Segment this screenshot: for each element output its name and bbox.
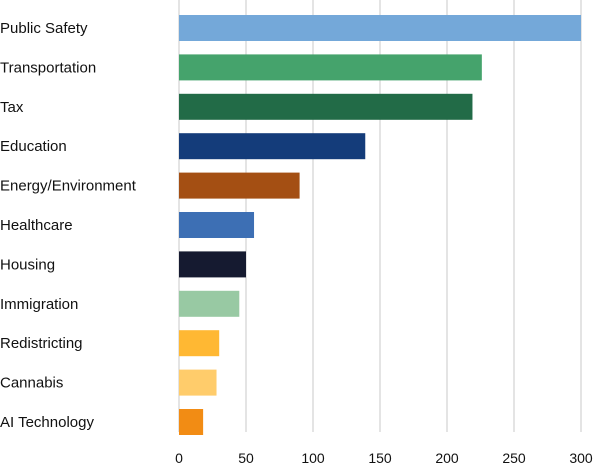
bar	[179, 172, 300, 199]
category-label: AI Technology	[0, 414, 94, 431]
bar	[179, 93, 473, 120]
category-label: Redistricting	[0, 335, 83, 352]
category-label: Energy/Environment	[0, 178, 137, 195]
bar	[179, 212, 255, 238]
category-label: Cannabis	[0, 375, 63, 392]
x-tick-label: 0	[175, 450, 183, 466]
x-tick-label: 300	[569, 450, 593, 466]
bar	[179, 409, 204, 435]
x-tick-label: 200	[435, 450, 459, 466]
x-tick-label: 100	[301, 450, 325, 466]
bar	[179, 54, 482, 81]
category-label: Education	[0, 138, 67, 155]
bar	[179, 133, 366, 160]
category-label: Transportation	[0, 59, 96, 76]
bar	[179, 15, 581, 41]
x-tick-label: 50	[238, 450, 254, 466]
x-tick-label: 150	[368, 450, 392, 466]
bar	[179, 290, 240, 317]
category-label: Tax	[0, 99, 24, 116]
category-label: Public Safety	[0, 20, 88, 37]
category-label: Housing	[0, 256, 55, 273]
x-tick-label: 250	[502, 450, 526, 466]
category-label: Immigration	[0, 296, 78, 313]
category-label: Healthcare	[0, 217, 73, 234]
bar	[179, 369, 217, 396]
bar	[179, 251, 246, 278]
bar	[179, 330, 220, 357]
